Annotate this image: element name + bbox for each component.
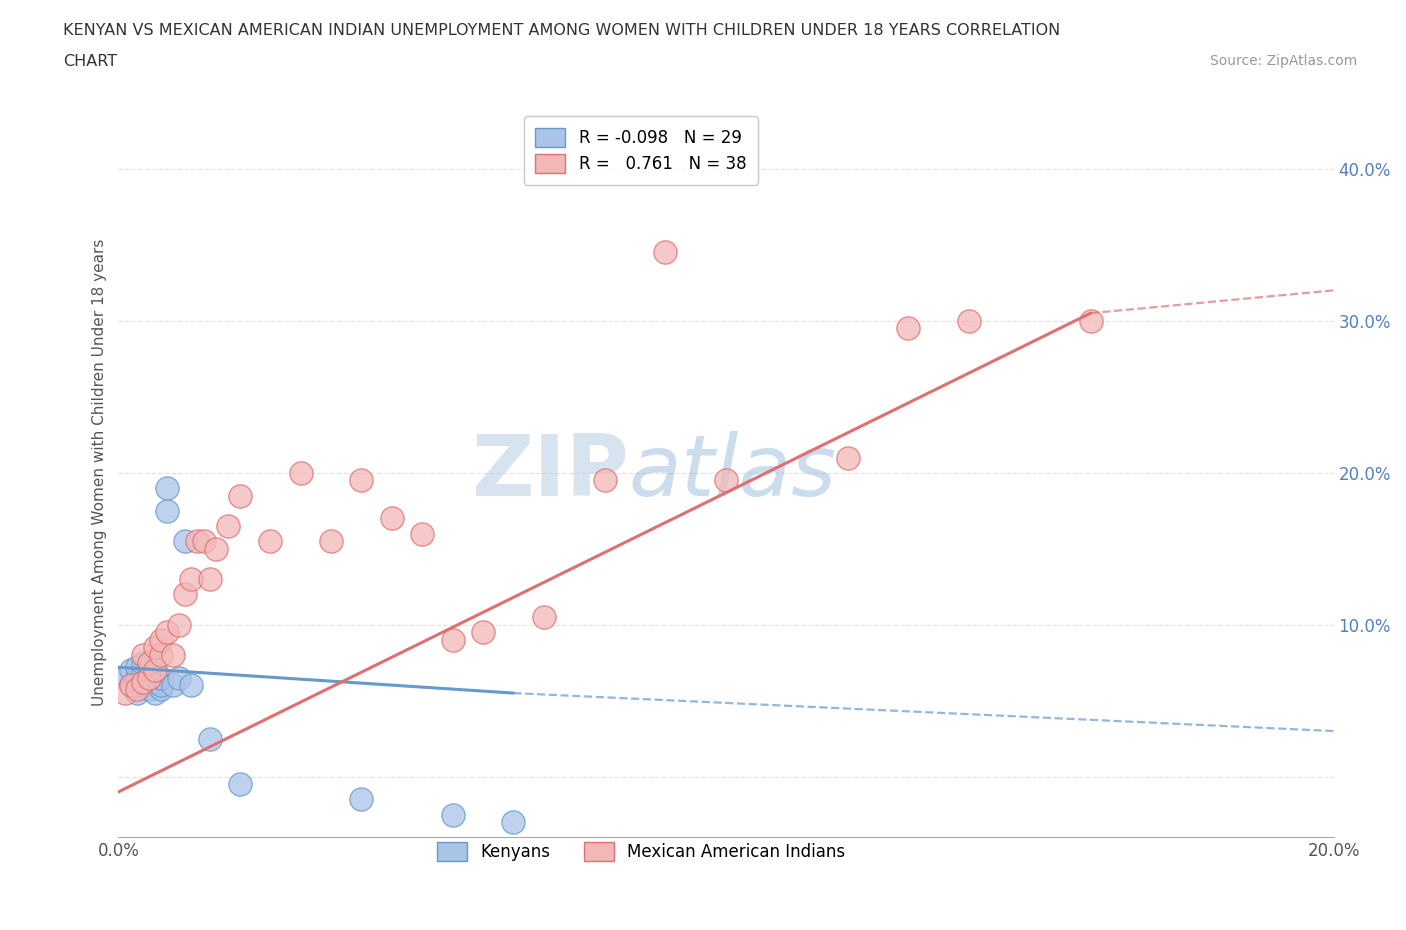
Point <box>138 671 160 685</box>
Point <box>132 675 155 690</box>
Text: KENYAN VS MEXICAN AMERICAN INDIAN UNEMPLOYMENT AMONG WOMEN WITH CHILDREN UNDER 1: KENYAN VS MEXICAN AMERICAN INDIAN UNEMPL… <box>63 23 1060 38</box>
Point <box>957 313 980 328</box>
Point <box>180 572 202 587</box>
Point <box>120 663 142 678</box>
Point <box>162 647 184 662</box>
Point <box>149 681 172 696</box>
Point <box>174 534 197 549</box>
Y-axis label: Unemployment Among Women with Children Under 18 years: Unemployment Among Women with Children U… <box>93 239 107 707</box>
Point <box>290 465 312 480</box>
Point <box>472 625 495 640</box>
Point <box>1080 313 1102 328</box>
Point <box>198 572 221 587</box>
Point <box>143 675 166 690</box>
Point <box>138 671 160 685</box>
Point <box>138 681 160 696</box>
Point <box>204 541 226 556</box>
Point <box>156 503 179 518</box>
Point <box>132 678 155 693</box>
Point <box>114 685 136 700</box>
Point <box>125 671 148 685</box>
Point <box>897 321 920 336</box>
Point <box>167 671 190 685</box>
Point <box>533 610 555 625</box>
Point <box>149 671 172 685</box>
Point <box>114 671 136 685</box>
Point <box>125 681 148 696</box>
Point <box>138 656 160 671</box>
Point <box>186 534 208 549</box>
Point <box>441 807 464 822</box>
Point <box>198 731 221 746</box>
Text: Source: ZipAtlas.com: Source: ZipAtlas.com <box>1209 54 1357 68</box>
Point <box>193 534 215 549</box>
Point <box>120 678 142 693</box>
Text: ZIP: ZIP <box>471 432 628 514</box>
Point <box>174 587 197 602</box>
Point <box>319 534 342 549</box>
Point <box>381 511 404 525</box>
Point <box>837 450 859 465</box>
Point <box>259 534 281 549</box>
Legend: Kenyans, Mexican American Indians: Kenyans, Mexican American Indians <box>429 833 853 870</box>
Point <box>441 632 464 647</box>
Point <box>502 815 524 830</box>
Point <box>180 678 202 693</box>
Point <box>229 777 252 791</box>
Point <box>229 488 252 503</box>
Point <box>120 678 142 693</box>
Point <box>714 472 737 487</box>
Point <box>156 625 179 640</box>
Point <box>143 640 166 655</box>
Point <box>149 647 172 662</box>
Point <box>217 518 239 533</box>
Point <box>143 685 166 700</box>
Point <box>125 685 148 700</box>
Point <box>593 472 616 487</box>
Text: atlas: atlas <box>628 432 837 514</box>
Point <box>143 663 166 678</box>
Point <box>143 666 166 681</box>
Point <box>149 632 172 647</box>
Point <box>132 666 155 681</box>
Point <box>654 245 676 259</box>
Point <box>162 678 184 693</box>
Point <box>125 659 148 674</box>
Text: CHART: CHART <box>63 54 117 69</box>
Point <box>149 678 172 693</box>
Point <box>156 481 179 496</box>
Point <box>350 792 373 807</box>
Point <box>132 647 155 662</box>
Point <box>350 472 373 487</box>
Point <box>138 663 160 678</box>
Point <box>132 656 155 671</box>
Point <box>167 618 190 632</box>
Point <box>411 526 433 541</box>
